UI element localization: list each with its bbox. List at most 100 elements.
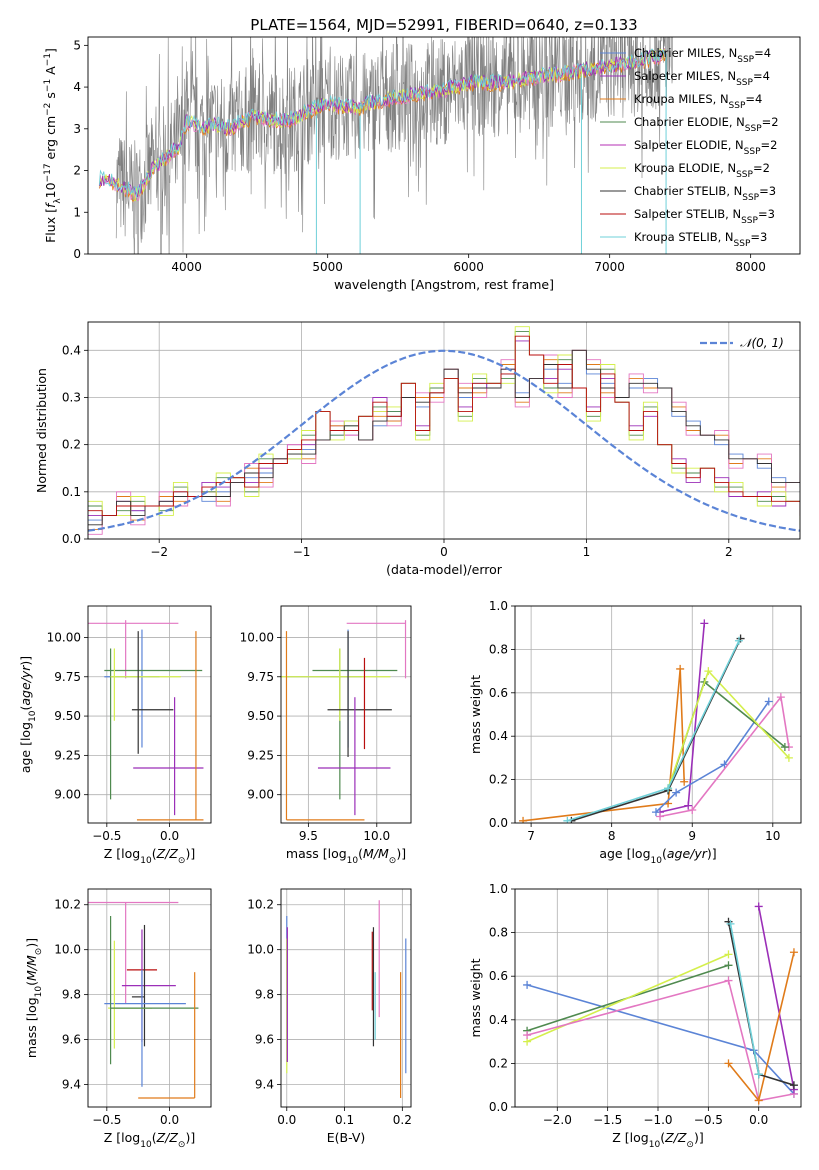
y-tick-label: 0.4 xyxy=(489,1013,508,1027)
axes-frame xyxy=(514,605,802,824)
y-tick-label: 9.00 xyxy=(247,788,274,802)
weight-marker xyxy=(754,1096,763,1105)
x-tick-label: −0.5 xyxy=(694,1113,723,1127)
y-axis-label: Flux [fλ10−17 erg cm−2 s−1 A−1] xyxy=(43,48,63,243)
axes-residual: −2 −1 0 1 2 0.0 0.1 0.2 0.3 0.4 (data-model)/error… xyxy=(34,321,801,577)
x-tick-label: 0 xyxy=(440,545,448,559)
x-axis-label: wavelength [Angstrom, rest frame] xyxy=(334,277,554,292)
plot-area xyxy=(286,900,407,1099)
x-tick-label: 8 xyxy=(608,829,616,843)
weight-marker xyxy=(724,1059,733,1068)
axes-age_vs_Z: −0.5 0.0 9.00 9.25 9.50 9.75 10.00 Z [log10(Z/Z… xyxy=(18,605,212,866)
weight-marker xyxy=(523,980,532,989)
axes-weight_vs_Z: −2.0 −1.5 −1.0 −0.5 0.0 0.0 0.2 0.4 0.6 0.8 1.0 Z [… xyxy=(468,882,802,1150)
x-tick-label: 0.0 xyxy=(160,1113,179,1127)
x-axis-label: Z [log10(Z/Z⊙)] xyxy=(612,1130,703,1150)
y-axis-label: mass weight xyxy=(468,958,483,1037)
legend-entry: Kroupa ELODIE, NSSP=2 xyxy=(634,161,770,180)
y-axis-label: age [log10(age/yr)] xyxy=(18,656,38,773)
x-tick-label: −2.0 xyxy=(543,1113,572,1127)
weight-marker xyxy=(680,777,689,786)
weight-marker xyxy=(523,1031,532,1040)
legend-entry: Kroupa STELIB, NSSP=3 xyxy=(634,230,767,249)
y-tick-label: 4 xyxy=(73,80,81,94)
legend-entry: Salpeter ELODIE, NSSP=2 xyxy=(634,138,777,157)
x-tick-label: 7000 xyxy=(594,260,625,274)
y-tick-label: 5 xyxy=(73,38,81,52)
x-axis-label: (data-model)/error xyxy=(386,562,503,577)
plot-area xyxy=(88,620,204,821)
weight-line xyxy=(526,984,795,1095)
weight-marker xyxy=(724,976,733,985)
y-tick-label: 9.25 xyxy=(247,748,274,762)
weight-marker xyxy=(780,743,789,752)
y-tick-label: 9.50 xyxy=(247,709,274,723)
model-spectrum xyxy=(98,49,666,198)
y-tick-label: 2 xyxy=(73,164,81,178)
x-tick-label: −1 xyxy=(293,545,311,559)
plot-area xyxy=(88,326,800,535)
legend-entry: Chabrier MILES, NSSP=4 xyxy=(634,46,771,65)
y-tick-label: 9.4 xyxy=(62,1078,81,1092)
weight-marker xyxy=(726,919,735,928)
error-point xyxy=(136,631,204,821)
x-tick-label: 1 xyxy=(583,545,591,559)
error-point xyxy=(109,915,199,1065)
weight-line xyxy=(571,638,742,822)
y-tick-label: 0.3 xyxy=(62,390,81,404)
plot-area xyxy=(281,620,407,821)
x-tick-label: −1.5 xyxy=(593,1113,622,1127)
weight-marker xyxy=(664,784,673,793)
histogram-series xyxy=(88,335,800,516)
weight-marker xyxy=(704,667,713,676)
weight-marker xyxy=(656,812,665,821)
y-tick-label: 0.8 xyxy=(489,926,508,940)
x-tick-label: 8000 xyxy=(735,260,766,274)
legend-entry: Salpeter MILES, NSSP=4 xyxy=(634,69,770,88)
error-point xyxy=(131,631,174,754)
axes-frame xyxy=(87,888,212,1108)
legend-entry: Kroupa MILES, NSSP=4 xyxy=(634,92,762,111)
weight-marker xyxy=(563,816,572,823)
axes-weight_vs_age: 7 8 9 10 0.0 0.2 0.4 0.6 0.8 1.0 age [log10(age/yr… xyxy=(468,599,802,866)
axes-frame xyxy=(280,605,412,824)
histogram-series xyxy=(88,340,800,516)
weight-line xyxy=(667,669,790,789)
y-axis-label: Normed distribution xyxy=(34,368,49,493)
y-tick-label: 0.2 xyxy=(489,1056,508,1070)
weight-marker xyxy=(776,693,785,702)
figure-title: PLATE=1564, MJD=52991, FIBERID=0640, z=0… xyxy=(250,16,637,34)
x-tick-label: −0.5 xyxy=(92,1113,121,1127)
plot-area xyxy=(519,619,793,823)
x-tick-label: −2 xyxy=(150,545,168,559)
error-point xyxy=(133,697,204,816)
axes-age_vs_mass: 9.5 10.0 9.00 9.25 9.50 9.75 10.00 mass [log10(… xyxy=(240,605,412,866)
plot-area xyxy=(98,37,673,254)
histogram-series xyxy=(88,349,800,526)
y-tick-label: 10.0 xyxy=(54,943,81,957)
x-axis-label: mass [log10(M/M⊙)] xyxy=(286,846,406,866)
x-tick-label: 10.0 xyxy=(363,829,390,843)
plot-area xyxy=(523,902,798,1105)
x-tick-label: 0.1 xyxy=(335,1113,354,1127)
error-point xyxy=(104,629,160,748)
legend-entry: 𝒩(0, 1) xyxy=(740,336,784,350)
weight-line xyxy=(729,923,760,1075)
weight-marker xyxy=(724,950,733,959)
x-tick-label: −0.5 xyxy=(92,829,121,843)
error-point xyxy=(88,901,179,1004)
error-point xyxy=(327,631,392,757)
legend-entry: Salpeter STELIB, NSSP=3 xyxy=(634,207,775,226)
weight-line xyxy=(526,979,795,1102)
weight-marker xyxy=(734,636,743,645)
x-tick-label: 0.0 xyxy=(160,829,179,843)
y-tick-label: 9.4 xyxy=(255,1078,274,1092)
weight-marker xyxy=(789,1081,798,1090)
weight-marker xyxy=(688,805,697,814)
x-axis-label: E(B-V) xyxy=(327,1130,366,1145)
error-point xyxy=(281,648,391,721)
weight-marker xyxy=(684,801,693,810)
y-tick-label: 9.25 xyxy=(54,748,81,762)
weight-line xyxy=(526,953,729,1043)
y-tick-label: 9.8 xyxy=(62,988,81,1002)
